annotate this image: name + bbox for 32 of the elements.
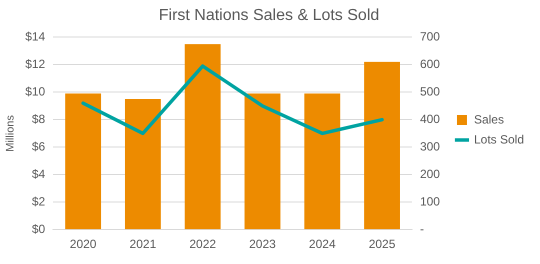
x-tick-label: 2025: [368, 237, 396, 252]
y-axis-title: Millions: [4, 114, 17, 152]
x-tick-label: 2021: [130, 237, 157, 252]
y-tick-label: $12: [25, 57, 46, 71]
bar: [304, 94, 340, 230]
bar: [244, 94, 280, 230]
y2-tick-label: 500: [420, 84, 440, 98]
y2-tick-label: -: [420, 222, 424, 236]
bar: [65, 94, 102, 230]
bar: [184, 44, 221, 230]
chart-title: First Nations Sales & Lots Sold: [158, 7, 380, 24]
y-tick-label: $14: [25, 30, 46, 44]
y2-tick-label: 200: [420, 166, 440, 181]
y-tick-label: $10: [25, 84, 46, 98]
bar: [364, 62, 400, 230]
y-tick-label: $2: [32, 194, 46, 208]
x-tick-label: 2024: [308, 237, 336, 252]
y-tick-label: $0: [32, 222, 46, 236]
y2-tick-label: 300: [420, 139, 440, 154]
legend-label: Sales: [474, 112, 504, 126]
y2-tick-label: 700: [420, 30, 440, 44]
y2-tick-label: 600: [420, 57, 440, 71]
bar: [124, 99, 161, 230]
legend-label: Lots Sold: [474, 132, 524, 146]
y2-tick-label: 400: [420, 112, 440, 126]
y-tick-label: $4: [32, 166, 46, 181]
y2-tick-label: 100: [420, 194, 440, 208]
x-tick-label: 2022: [189, 237, 216, 252]
y-tick-label: $6: [32, 139, 46, 154]
y-tick-label: $8: [32, 112, 46, 126]
x-tick-label: 2020: [70, 237, 97, 252]
x-tick-label: 2023: [249, 237, 276, 252]
